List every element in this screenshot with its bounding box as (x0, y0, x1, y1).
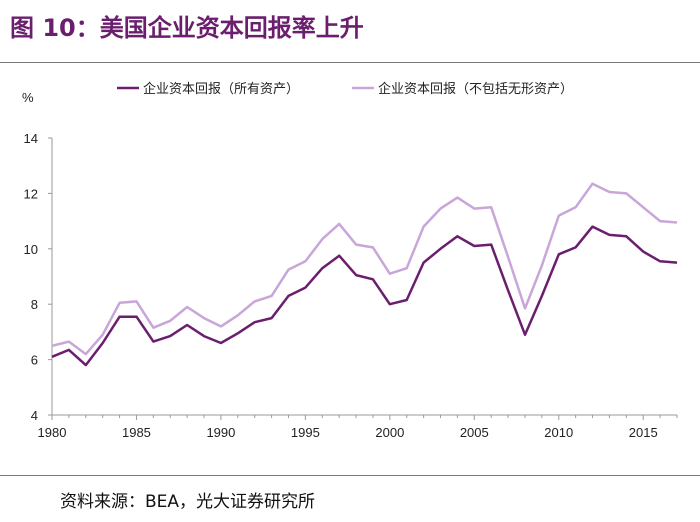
legend: 企业资本回报（所有资产） 企业资本回报（不包括无形资产） (117, 81, 573, 97)
legend-label-series-1: 企业资本回报（所有资产） (143, 81, 299, 97)
plot-area (51, 182, 678, 367)
y-tick-label: 6 (31, 353, 38, 368)
y-tick-label: 12 (24, 186, 38, 201)
y-axis-ticks: 4 6 8 10 12 14 (24, 131, 52, 423)
y-tick-label: 14 (24, 131, 38, 146)
legend-label-series-2: 企业资本回报（不包括无形资产） (378, 81, 573, 97)
series-line-1 (51, 225, 678, 367)
chart: 企业资本回报（所有资产） 企业资本回报（不包括无形资产） % 4 6 8 10 12 14… (22, 81, 678, 440)
x-tick-label: 1985 (122, 425, 151, 440)
x-tick-label: 2010 (544, 425, 573, 440)
x-tick-label: 2000 (375, 425, 404, 440)
x-tick-label: 2005 (460, 425, 489, 440)
x-tick-label: 1995 (291, 425, 320, 440)
page-title: 图 10：美国企业资本回报率上升 (10, 14, 364, 42)
y-tick-label: 4 (31, 408, 38, 423)
x-tick-label: 1980 (38, 425, 67, 440)
y-tick-label: 10 (24, 242, 38, 257)
y-tick-label: 8 (31, 297, 38, 312)
y-axis-unit-label: % (22, 90, 34, 105)
x-tick-label: 2015 (629, 425, 658, 440)
title-divider (0, 62, 700, 63)
source-note: 资料来源：BEA，光大证券研究所 (60, 492, 316, 512)
x-tick-label: 1990 (206, 425, 235, 440)
footer-divider (0, 475, 700, 476)
x-axis-ticks: 1980 1985 1990 1995 2000 2005 2010 2015 (38, 415, 678, 440)
series-line-2 (51, 182, 678, 356)
